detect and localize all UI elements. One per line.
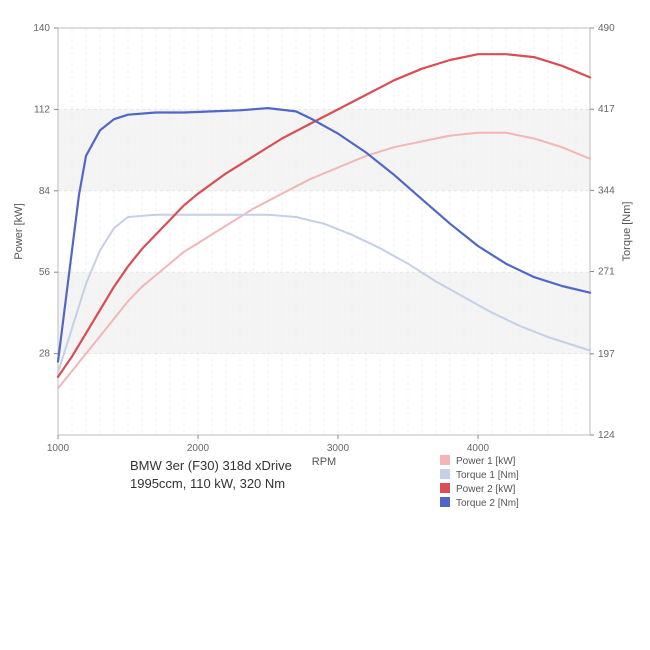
y-right-label: Torque [Nm]: [621, 202, 633, 262]
legend-label: Torque 2 [Nm]: [456, 498, 519, 509]
legend-label: Power 1 [kW]: [456, 456, 516, 467]
legend-label: Power 2 [kW]: [456, 484, 516, 495]
yl-tick-label: 56: [39, 267, 51, 278]
yl-tick-label: 112: [34, 104, 50, 115]
yr-tick-label: 197: [598, 349, 615, 360]
x-tick-label: 3000: [327, 443, 350, 454]
footer-line1: BMW 3er (F30) 318d xDrive: [130, 458, 292, 473]
legend-swatch: [440, 497, 450, 507]
yl-tick-label: 84: [39, 186, 51, 197]
legend-swatch: [440, 483, 450, 493]
yr-tick-label: 344: [598, 185, 615, 196]
x-tick-label: 2000: [187, 443, 210, 454]
yr-tick-label: 124: [598, 430, 615, 441]
x-tick-label: 1000: [47, 443, 70, 454]
legend-swatch: [440, 455, 450, 465]
x-tick-label: 4000: [467, 443, 490, 454]
yl-tick-label: 140: [33, 23, 50, 34]
yr-tick-label: 271: [598, 267, 615, 278]
x-axis-label: RPM: [312, 456, 336, 468]
yr-tick-label: 490: [598, 23, 615, 34]
legend-label: Torque 1 [Nm]: [456, 470, 519, 481]
legend-swatch: [440, 469, 450, 479]
yr-tick-label: 417: [598, 104, 615, 115]
footer-line2: 1995ccm, 110 kW, 320 Nm: [130, 476, 285, 491]
dyno-chart: 1000 2000 3000 4000 RPM 28 56 84 112 140 Power [kW…: [0, 0, 650, 650]
y-left-label: Power [kW]: [13, 203, 25, 259]
yl-tick-label: 28: [39, 349, 51, 360]
